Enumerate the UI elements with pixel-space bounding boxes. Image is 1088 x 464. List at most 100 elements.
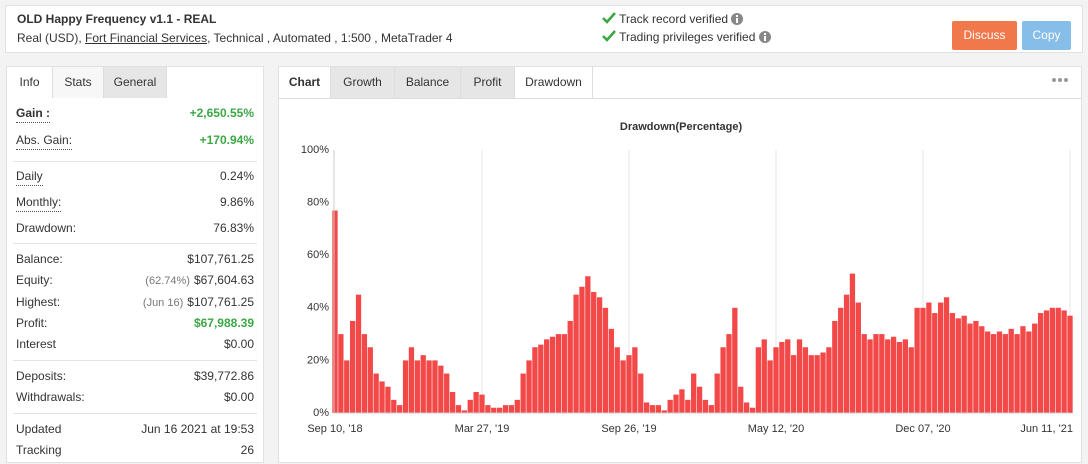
stat-label: Interest: [16, 337, 57, 351]
bar: [426, 360, 432, 413]
stat-value: $67,604.63: [193, 273, 254, 287]
bar: [361, 334, 368, 413]
verified-text: Trading privileges verified: [619, 30, 756, 44]
y-tick-label: 60%: [307, 249, 329, 261]
check-icon: [602, 30, 616, 42]
y-tick-label: 0%: [313, 407, 329, 419]
bar: [608, 328, 615, 413]
bar: [779, 341, 785, 413]
bar: [367, 347, 373, 413]
x-tick-label: Dec 07, '20: [895, 423, 950, 435]
bar: [773, 347, 779, 413]
y-tick-label: 80%: [307, 197, 329, 209]
bar: [738, 386, 744, 413]
more-menu[interactable]: [1051, 77, 1069, 83]
tab[interactable]: General: [104, 67, 167, 98]
y-tick-label: 20%: [307, 354, 329, 366]
info-icon[interactable]: [731, 13, 744, 25]
bar: [755, 347, 762, 413]
system-subtitle: Real (USD), Fort Financial Services, Tec…: [17, 31, 453, 45]
bar: [961, 315, 967, 413]
bar: [555, 334, 562, 413]
tab[interactable]: Balance: [395, 67, 461, 98]
bar: [785, 339, 791, 413]
bar: [655, 405, 662, 413]
bar: [702, 399, 709, 413]
bar: [1055, 307, 1061, 413]
bar: [990, 334, 997, 413]
bar: [661, 410, 667, 413]
info-icon[interactable]: [758, 31, 771, 43]
stat-label: Equity:: [16, 273, 53, 287]
bar: [790, 355, 797, 413]
x-tick-label: Mar 27, '19: [455, 423, 510, 435]
bar: [514, 399, 520, 413]
bar: [967, 323, 973, 413]
bar: [1043, 310, 1050, 413]
bar: [720, 347, 726, 413]
bar: [826, 347, 832, 413]
bar: [585, 276, 591, 413]
tab[interactable]: Profit: [461, 67, 515, 98]
bar: [467, 399, 473, 413]
stat-label: Withdrawals:: [16, 390, 85, 404]
stat-row: Updated Jun 16 2021 at 19:53: [16, 420, 254, 438]
stat-label: Highest:: [16, 295, 61, 309]
bar: [414, 360, 420, 413]
bar: [749, 407, 756, 413]
bar: [802, 347, 809, 413]
stat-row: Profit: $67,988.39: [16, 314, 254, 332]
verified-text: Track record verified: [619, 12, 729, 26]
bar: [796, 339, 803, 413]
stat-value: +170.94%: [199, 133, 254, 147]
bar: [979, 326, 985, 413]
stat-value-group: (Jun 16) $107,761.25: [143, 293, 254, 312]
bar: [1008, 328, 1014, 413]
bar: [491, 407, 497, 413]
tab[interactable]: Info: [7, 67, 53, 98]
bar: [1049, 307, 1056, 413]
copy-button[interactable]: Copy: [1022, 21, 1071, 50]
bar: [820, 352, 826, 413]
discuss-button[interactable]: Discuss: [952, 21, 1017, 50]
bar: [526, 360, 532, 413]
tab[interactable]: Stats: [53, 67, 104, 98]
tab[interactable]: Drawdown: [515, 67, 593, 98]
system-title: OLD Happy Frequency v1.1 - REAL: [17, 12, 217, 26]
bar: [332, 210, 338, 413]
chart-title: Drawdown(Percentage): [620, 121, 743, 133]
bar: [338, 334, 344, 413]
broker-link[interactable]: Fort Financial Services: [85, 31, 208, 45]
bar: [549, 336, 556, 413]
stat-label: Monthly:: [16, 193, 62, 212]
tab[interactable]: Chart: [279, 67, 331, 98]
x-tick-label: Jun 11, '21: [1020, 423, 1073, 435]
y-tick-label: 40%: [307, 302, 329, 314]
tab[interactable]: Growth: [331, 67, 395, 98]
bar: [626, 355, 632, 413]
stat-value-group: (62.74%) $67,604.63: [145, 271, 254, 290]
bar: [679, 389, 685, 413]
bar: [814, 355, 820, 413]
bar: [1002, 334, 1008, 413]
bar: [873, 334, 879, 413]
stat-row: Gain : +2,650.55%: [16, 104, 254, 123]
bar: [708, 405, 714, 413]
verified-item: Trading privileges verified: [602, 30, 771, 44]
bar: [561, 334, 567, 413]
stat-value: $107,761.25: [187, 295, 254, 309]
bar: [973, 320, 979, 413]
bar: [667, 399, 673, 413]
bar: [1061, 310, 1067, 413]
bar: [1037, 313, 1044, 413]
bar: [896, 341, 903, 413]
stat-row: Drawdown: 76.83%: [16, 219, 254, 237]
bar: [985, 331, 991, 413]
stat-value: 9.86%: [219, 195, 254, 209]
stat-label: Drawdown:: [16, 221, 77, 235]
bar: [479, 394, 485, 413]
bar: [861, 334, 867, 413]
bar: [614, 347, 620, 413]
stat-label: Updated: [16, 422, 62, 436]
